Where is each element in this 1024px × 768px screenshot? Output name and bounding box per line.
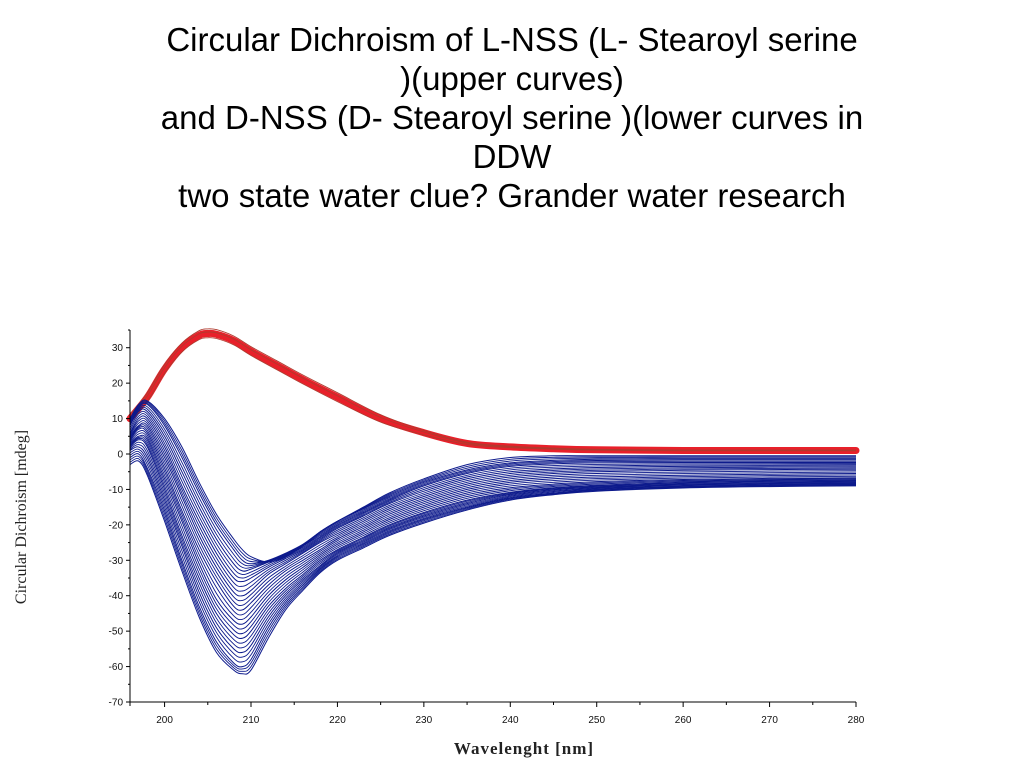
x-tick-label: 240 — [502, 715, 519, 726]
lower-curve-line — [129, 413, 857, 579]
lower-curve-line — [129, 415, 857, 583]
y-tick-label: -10 — [109, 485, 124, 496]
lower-curve-line — [129, 436, 857, 630]
lower-curve-line — [129, 417, 857, 587]
upper-curve-line — [129, 328, 856, 451]
x-tick-label: 270 — [761, 715, 778, 726]
lower-curve-line — [129, 430, 857, 616]
upper-curve-band — [126, 329, 860, 455]
lower-curve-line — [129, 450, 857, 663]
x-tick-label: 200 — [156, 715, 173, 726]
x-axis-title: Wavelenght [nm] — [454, 739, 594, 758]
axes-group: 30 20 10 0 -10 -20 -30 -40 -50 -60 -70 200 210 220 230… — [109, 329, 865, 726]
lower-curves-group — [129, 399, 857, 675]
x-tick-label: 280 — [848, 715, 865, 726]
y-tick-label: -40 — [109, 591, 124, 602]
upper-curves-group — [126, 328, 860, 455]
lower-curve-line — [129, 422, 857, 597]
y-tick-label: 30 — [112, 343, 124, 354]
lower-curve-line — [129, 434, 857, 625]
lower-curve-line — [129, 420, 857, 592]
lower-curve-line — [129, 424, 857, 602]
lower-curve-line — [129, 444, 857, 649]
lower-curve-line — [129, 425, 857, 606]
lower-curve-line — [129, 441, 857, 644]
y-tick-label: 0 — [117, 450, 123, 461]
lower-curve-line — [129, 460, 857, 675]
lower-curve-line — [129, 453, 857, 668]
x-tick-label: 230 — [416, 715, 433, 726]
y-axis-title: Circular Dichroism [mdeg] — [13, 430, 30, 604]
lower-curve-line — [129, 410, 857, 576]
lower-curve-line — [129, 404, 856, 567]
lower-curve-line — [129, 457, 857, 672]
y-tick-label: 20 — [112, 379, 124, 390]
lower-curve-line — [129, 427, 857, 611]
title-line-5: two state water clue? Grander water rese… — [178, 177, 846, 214]
title-line-4: DDW — [472, 138, 552, 175]
lower-curve-line — [129, 408, 856, 572]
lower-curve-line — [129, 439, 857, 639]
lower-curve-line — [129, 437, 857, 635]
y-tick-label: -30 — [109, 556, 124, 567]
lower-curve-line — [129, 406, 856, 569]
x-tick-label: 220 — [329, 715, 346, 726]
upper-curve-line — [129, 337, 856, 452]
lower-curve-line — [129, 446, 857, 654]
title-line-3: and D-NSS (D- Stearoyl serine )(lower cu… — [160, 99, 864, 136]
y-tick-label: -20 — [109, 520, 124, 531]
lower-curve-line — [129, 455, 857, 670]
x-tick-label: 250 — [588, 715, 605, 726]
lower-curve-line — [129, 448, 857, 658]
y-tick-label: -50 — [109, 627, 124, 638]
y-tick-label: 10 — [112, 414, 124, 425]
y-tick-label: -70 — [109, 698, 124, 709]
lower-curve-line — [129, 432, 857, 621]
x-tick-label: 260 — [675, 715, 692, 726]
title-line-1: Circular Dichroism of L-NSS (L- Stearoyl… — [166, 21, 858, 58]
slide-title: Circular Dichroism of L-NSS (L- Stearoyl… — [60, 20, 964, 215]
lower-curve-line — [129, 402, 856, 565]
title-line-2: )(upper curves) — [400, 60, 624, 97]
upper-curve-line — [129, 331, 856, 451]
x-tick-label: 210 — [243, 715, 260, 726]
y-tick-label: -60 — [109, 662, 124, 673]
